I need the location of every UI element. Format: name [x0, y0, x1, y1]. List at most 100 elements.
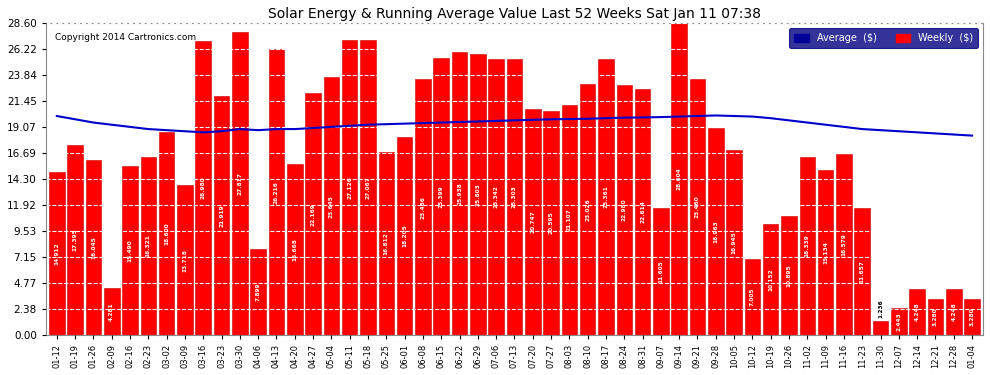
Bar	[800, 157, 815, 335]
Bar	[141, 157, 156, 335]
Text: 16.321: 16.321	[146, 234, 150, 257]
Bar	[214, 96, 230, 335]
Text: 16.945: 16.945	[732, 231, 737, 254]
Bar	[635, 88, 650, 335]
Text: 18.600: 18.600	[164, 222, 169, 245]
Bar	[598, 59, 614, 335]
Bar	[232, 32, 248, 335]
Text: 3.280: 3.280	[969, 308, 974, 326]
Text: 23.460: 23.460	[695, 196, 700, 219]
Text: 21.919: 21.919	[219, 204, 224, 227]
Text: 17.395: 17.395	[72, 229, 77, 252]
Text: 20.747: 20.747	[531, 210, 536, 233]
Bar	[123, 166, 138, 335]
Text: 25.938: 25.938	[457, 182, 462, 205]
Bar	[507, 59, 523, 335]
Bar	[158, 132, 174, 335]
Bar	[434, 58, 449, 335]
Bar	[837, 154, 851, 335]
Text: 13.718: 13.718	[182, 249, 187, 272]
Bar	[305, 93, 321, 335]
Text: 11.605: 11.605	[658, 260, 663, 283]
Bar	[653, 209, 668, 335]
Bar	[671, 24, 687, 335]
Text: 11.657: 11.657	[859, 260, 864, 283]
Legend: Average  ($), Weekly  ($): Average ($), Weekly ($)	[789, 28, 978, 48]
Text: 22.169: 22.169	[311, 203, 316, 225]
Text: 28.604: 28.604	[677, 168, 682, 190]
Text: 10.895: 10.895	[786, 264, 792, 287]
Bar	[946, 288, 961, 335]
Text: 21.107: 21.107	[567, 209, 572, 231]
Bar	[928, 299, 943, 335]
Bar	[891, 308, 907, 335]
Bar	[250, 249, 266, 335]
Bar	[690, 80, 705, 335]
Bar	[342, 39, 357, 335]
Bar	[268, 50, 284, 335]
Text: 23.466: 23.466	[421, 196, 426, 219]
Text: 14.912: 14.912	[54, 242, 59, 265]
Text: 27.817: 27.817	[238, 172, 243, 195]
Bar	[177, 186, 193, 335]
Bar	[763, 224, 778, 335]
Bar	[727, 150, 742, 335]
Text: 16.812: 16.812	[384, 232, 389, 255]
Bar	[525, 109, 541, 335]
Bar	[287, 164, 303, 335]
Bar	[544, 111, 558, 335]
Text: 16.339: 16.339	[805, 234, 810, 257]
Text: 27.067: 27.067	[365, 176, 370, 199]
Text: 7.005: 7.005	[749, 287, 755, 306]
Bar	[470, 54, 486, 335]
Text: 4.248: 4.248	[951, 302, 956, 321]
Bar	[86, 160, 101, 335]
Text: 4.281: 4.281	[109, 302, 114, 321]
Bar	[488, 59, 504, 335]
Text: 25.803: 25.803	[475, 183, 480, 206]
Text: 26.980: 26.980	[201, 177, 206, 199]
Bar	[561, 105, 577, 335]
Bar	[415, 80, 431, 335]
Text: 25.303: 25.303	[512, 186, 517, 209]
Text: 18.205: 18.205	[402, 224, 407, 247]
Text: 3.280: 3.280	[933, 308, 938, 326]
Text: 10.152: 10.152	[768, 268, 773, 291]
Text: Copyright 2014 Cartronics.com: Copyright 2014 Cartronics.com	[55, 33, 196, 42]
Bar	[744, 258, 760, 335]
Text: 4.248: 4.248	[915, 302, 920, 321]
Bar	[964, 299, 980, 335]
Bar	[873, 321, 888, 335]
Text: 23.026: 23.026	[585, 198, 590, 221]
Bar	[854, 208, 870, 335]
Text: 27.126: 27.126	[347, 176, 352, 199]
Text: 2.443: 2.443	[896, 312, 901, 331]
Bar	[910, 288, 925, 335]
Text: 15.490: 15.490	[128, 239, 133, 262]
Text: 25.361: 25.361	[604, 185, 609, 208]
Text: 25.342: 25.342	[494, 185, 499, 208]
Text: 23.645: 23.645	[329, 195, 334, 217]
Bar	[617, 85, 632, 335]
Text: 22.980: 22.980	[622, 198, 627, 221]
Text: 16.579: 16.579	[842, 233, 846, 256]
Bar	[451, 53, 467, 335]
Bar	[50, 172, 64, 335]
Text: 26.216: 26.216	[274, 181, 279, 204]
Bar	[360, 40, 376, 335]
Text: 1.236: 1.236	[878, 299, 883, 318]
Text: 22.614: 22.614	[641, 200, 645, 223]
Bar	[324, 77, 340, 335]
Text: 7.899: 7.899	[255, 282, 260, 301]
Bar	[580, 84, 595, 335]
Text: 15.668: 15.668	[292, 238, 297, 261]
Text: 20.595: 20.595	[548, 211, 553, 234]
Bar	[397, 136, 413, 335]
Bar	[67, 146, 83, 335]
Bar	[378, 152, 394, 335]
Title: Solar Energy & Running Average Value Last 52 Weeks Sat Jan 11 07:38: Solar Energy & Running Average Value Las…	[268, 7, 761, 21]
Bar	[708, 128, 724, 335]
Text: 18.963: 18.963	[714, 220, 719, 243]
Text: 25.399: 25.399	[439, 185, 444, 208]
Text: 16.045: 16.045	[91, 236, 96, 259]
